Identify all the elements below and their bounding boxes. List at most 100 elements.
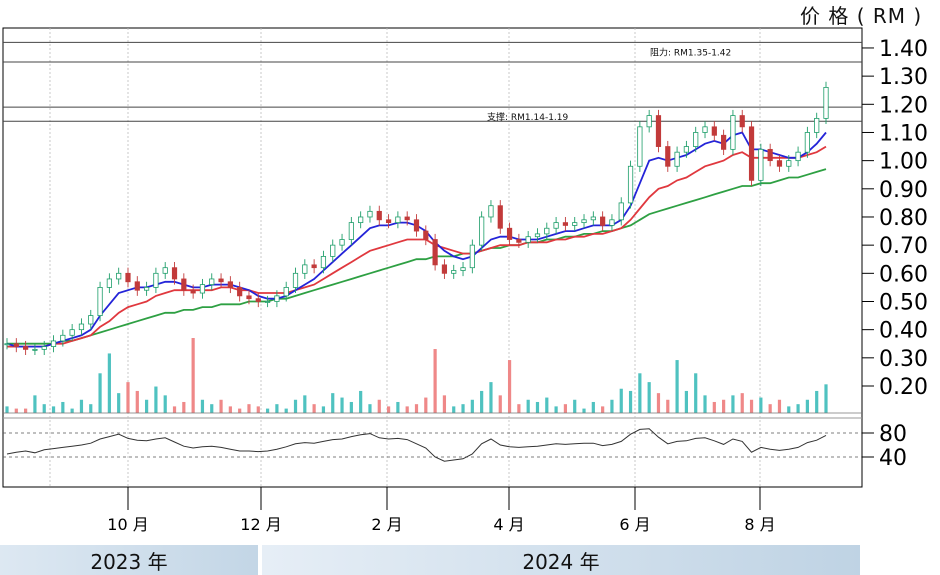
candle-body-81 xyxy=(758,148,764,181)
candle-body-9 xyxy=(88,315,94,325)
volume-bar-49 xyxy=(461,404,465,413)
volume-bar-80 xyxy=(749,399,754,413)
candle-body-1 xyxy=(13,343,19,347)
time-tick-label-3: 4 月 xyxy=(493,515,524,534)
volume-bar-55 xyxy=(517,404,521,413)
volume-bar-60 xyxy=(563,404,568,413)
vertical-gridlines xyxy=(49,28,761,487)
volume-bar-37 xyxy=(349,401,353,413)
volume-bar-0 xyxy=(5,406,9,413)
price-tick-label-9: 0.50 xyxy=(879,290,928,315)
volume-bar-56 xyxy=(526,399,530,413)
volume-bar-61 xyxy=(573,399,577,413)
candle-body-19 xyxy=(181,278,187,291)
volume-bar-14 xyxy=(135,390,139,413)
volume-bar-75 xyxy=(703,395,707,413)
volume-bar-86 xyxy=(805,399,809,413)
candle-body-84 xyxy=(786,160,792,167)
candle-body-67 xyxy=(627,165,634,204)
candle-body-38 xyxy=(358,216,364,224)
candle-body-51 xyxy=(479,216,485,246)
ema-mid-line xyxy=(7,145,827,348)
volume-bar-9 xyxy=(89,404,93,413)
candle-body-49 xyxy=(460,267,466,271)
volume-bar-65 xyxy=(610,399,614,413)
volume-bar-29 xyxy=(275,404,279,413)
candle-body-54 xyxy=(506,227,513,240)
volume-bar-71 xyxy=(666,399,670,413)
volume-bar-42 xyxy=(396,401,400,413)
volume-bar-38 xyxy=(359,390,363,413)
volume-bar-47 xyxy=(442,395,447,413)
volume-bar-85 xyxy=(796,404,800,413)
candle-body-63 xyxy=(590,216,596,221)
time-axis: 10 月 12 月 2 月 4 月 6 月 8 月 xyxy=(107,487,776,534)
time-tick-label-4: 6 月 xyxy=(619,515,650,534)
volume-bar-66 xyxy=(619,388,623,413)
volume-bar-64 xyxy=(601,406,605,413)
volume-bar-12 xyxy=(117,393,121,413)
price-tick-label-5: 0.90 xyxy=(879,178,928,203)
candle-body-39 xyxy=(367,210,373,218)
candle-body-37 xyxy=(348,222,354,240)
volume-bar-25 xyxy=(238,408,242,413)
candle-body-53 xyxy=(497,205,503,229)
price-tick-label-6: 0.80 xyxy=(879,206,928,231)
candle-body-66 xyxy=(618,202,624,221)
candle-body-28 xyxy=(264,301,271,303)
volume-bar-48 xyxy=(452,406,456,413)
volume-bar-8 xyxy=(79,399,84,413)
price-tick-label-0: 1.40 xyxy=(879,37,928,62)
candle-body-34 xyxy=(320,256,327,269)
candle-body-6 xyxy=(60,334,66,342)
candle-body-79 xyxy=(739,115,745,128)
candle-body-73 xyxy=(683,146,689,153)
candle-body-23 xyxy=(218,278,224,283)
volume-bar-73 xyxy=(684,390,688,413)
candle-body-25 xyxy=(237,287,243,297)
volume-bar-7 xyxy=(70,408,74,413)
candle-body-35 xyxy=(330,244,336,257)
candle-body-31 xyxy=(292,272,299,288)
volume-bar-43 xyxy=(405,406,409,413)
candle-body-29 xyxy=(274,295,280,302)
price-tick-label-2: 1.20 xyxy=(879,93,928,118)
volume-bar-51 xyxy=(480,390,484,413)
volume-bar-35 xyxy=(331,393,335,413)
volume-bar-10 xyxy=(98,373,102,413)
price-tick-label-12: 0.20 xyxy=(879,375,928,400)
candle-body-52 xyxy=(488,205,494,218)
volume-bar-50 xyxy=(470,399,474,413)
candle-body-30 xyxy=(283,287,289,297)
candle-body-44 xyxy=(413,219,420,232)
candle-body-14 xyxy=(134,281,140,291)
volume-bar-57 xyxy=(535,401,540,413)
candle-body-60 xyxy=(562,222,569,226)
price-axis: 1.40 1.30 1.20 1.10 1.00 0.90 0.80 0.70 0.60 0.50… xyxy=(862,37,928,400)
candle-body-58 xyxy=(544,227,550,235)
candle-body-20 xyxy=(190,289,196,294)
volume-bar-16 xyxy=(154,386,158,413)
volume-bar-62 xyxy=(582,408,586,413)
candle-body-36 xyxy=(339,239,345,246)
volume-bar-4 xyxy=(42,404,46,413)
volume-bar-54 xyxy=(507,360,512,413)
candle-body-42 xyxy=(395,216,401,224)
rsi-tick-label-0: 80 xyxy=(879,422,907,447)
candle-body-87 xyxy=(814,117,820,133)
volume-bar-34 xyxy=(321,406,326,413)
price-tick-label-1: 1.30 xyxy=(879,65,928,90)
candle-body-13 xyxy=(125,272,131,283)
volume-bar-23 xyxy=(219,399,223,413)
volume-bar-36 xyxy=(340,397,344,413)
volume-bar-18 xyxy=(172,406,177,413)
candle-body-61 xyxy=(572,222,578,226)
candle-body-50 xyxy=(469,244,475,269)
volume-bar-82 xyxy=(768,404,772,413)
zone-label-0: 阻力: RM1.35-1.42 xyxy=(650,46,731,58)
volume-bar-31 xyxy=(293,399,298,413)
volume-bar-1 xyxy=(14,408,18,413)
volume-bar-74 xyxy=(694,373,698,413)
volume-bar-5 xyxy=(51,406,56,413)
